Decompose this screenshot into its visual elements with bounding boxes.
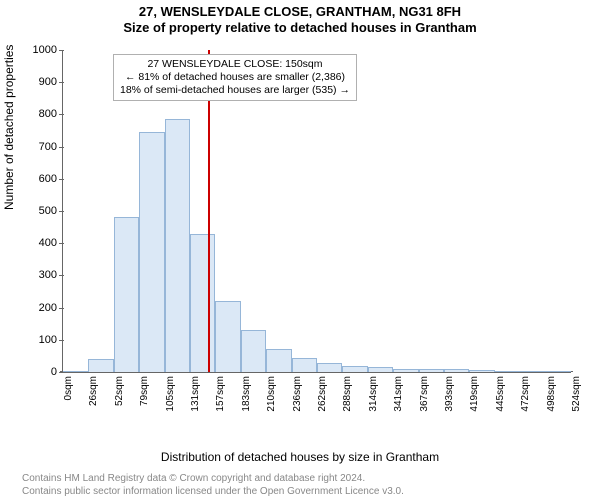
annotation-line: ← 81% of detached houses are smaller (2,… <box>120 71 350 84</box>
histogram-bar <box>114 217 139 372</box>
y-tick: 300 <box>17 269 63 281</box>
y-tick: 1000 <box>17 44 63 56</box>
histogram-bar <box>520 371 545 372</box>
x-tick: 210sqm <box>266 372 277 436</box>
footer-line-1: Contains HM Land Registry data © Crown c… <box>22 473 404 486</box>
y-tick: 500 <box>17 205 63 217</box>
histogram-bar <box>266 349 291 372</box>
histogram-bar <box>546 371 571 372</box>
annotation-line: 18% of semi-detached houses are larger (… <box>120 84 350 97</box>
histogram-bar <box>139 132 164 372</box>
x-tick: 79sqm <box>139 372 150 436</box>
histogram-bar <box>393 369 418 372</box>
y-tick: 400 <box>17 237 63 249</box>
y-tick: 900 <box>17 76 63 88</box>
x-tick: 314sqm <box>368 372 379 436</box>
x-tick: 262sqm <box>317 372 328 436</box>
x-axis-label: Distribution of detached houses by size … <box>0 450 600 464</box>
x-tick: 524sqm <box>571 372 582 436</box>
title-line-1: 27, WENSLEYDALE CLOSE, GRANTHAM, NG31 8F… <box>0 4 600 20</box>
histogram-bar <box>469 370 494 372</box>
x-tick: 472sqm <box>520 372 531 436</box>
x-tick: 498sqm <box>546 372 557 436</box>
x-tick: 393sqm <box>444 372 455 436</box>
histogram-bar <box>88 359 113 372</box>
y-axis-label: Number of detached properties <box>2 45 16 210</box>
x-tick: 341sqm <box>393 372 404 436</box>
annotation-line: 27 WENSLEYDALE CLOSE: 150sqm <box>120 58 350 71</box>
title-line-2: Size of property relative to detached ho… <box>0 20 600 36</box>
y-tick: 100 <box>17 334 63 346</box>
histogram-bar <box>495 371 520 372</box>
histogram-bar <box>63 371 88 372</box>
histogram-bar <box>342 366 367 372</box>
chart-plot-area: 010020030040050060070080090010000sqm26sq… <box>62 50 571 373</box>
chart-title: 27, WENSLEYDALE CLOSE, GRANTHAM, NG31 8F… <box>0 0 600 37</box>
y-tick: 800 <box>17 108 63 120</box>
x-tick: 183sqm <box>241 372 252 436</box>
x-tick: 288sqm <box>342 372 353 436</box>
x-tick: 236sqm <box>292 372 303 436</box>
histogram-bar <box>444 369 469 372</box>
x-tick: 131sqm <box>190 372 201 436</box>
x-tick: 26sqm <box>88 372 99 436</box>
histogram-bar <box>368 367 393 372</box>
histogram-bar <box>419 369 444 372</box>
x-tick: 419sqm <box>469 372 480 436</box>
y-tick: 600 <box>17 173 63 185</box>
x-tick: 0sqm <box>63 372 74 436</box>
x-tick: 52sqm <box>114 372 125 436</box>
footer-attribution: Contains HM Land Registry data © Crown c… <box>22 473 404 498</box>
y-tick: 0 <box>17 366 63 378</box>
x-tick: 157sqm <box>215 372 226 436</box>
histogram-bar <box>317 363 342 372</box>
histogram-bar <box>292 358 317 372</box>
histogram-bar <box>241 330 266 372</box>
histogram-bar <box>215 301 240 372</box>
histogram-bar <box>165 119 190 372</box>
histogram-bar <box>190 234 215 372</box>
x-tick: 367sqm <box>419 372 430 436</box>
x-tick: 445sqm <box>495 372 506 436</box>
y-tick: 700 <box>17 141 63 153</box>
x-tick: 105sqm <box>165 372 176 436</box>
annotation-box: 27 WENSLEYDALE CLOSE: 150sqm← 81% of det… <box>113 54 357 101</box>
y-tick: 200 <box>17 302 63 314</box>
footer-line-2: Contains public sector information licen… <box>22 486 404 499</box>
